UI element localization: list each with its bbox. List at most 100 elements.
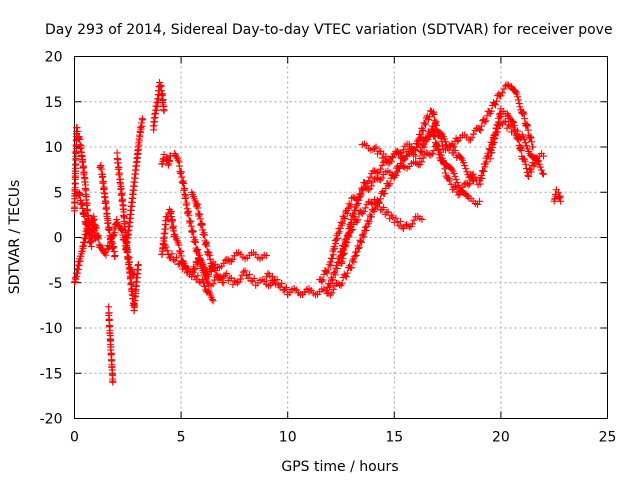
- data-point: [334, 259, 342, 267]
- data-point: [518, 109, 526, 117]
- data-point: [497, 92, 505, 100]
- series-sat-b: [71, 214, 100, 287]
- chart-title: Day 293 of 2014, Sidereal Day-to-day VTE…: [45, 22, 613, 38]
- data-point: [79, 245, 87, 253]
- series-sat-i: [158, 150, 174, 169]
- data-point: [414, 140, 422, 148]
- x-tick-label: 20: [492, 430, 510, 446]
- data-point: [419, 142, 427, 150]
- data-point: [351, 252, 359, 260]
- y-tick-label: 15: [45, 95, 63, 111]
- y-tick-label: 0: [54, 231, 63, 247]
- data-point: [511, 126, 519, 134]
- data-point: [345, 229, 353, 237]
- series-sat-t: [486, 105, 548, 180]
- data-point: [466, 179, 474, 187]
- data-point: [390, 173, 398, 181]
- data-point: [372, 143, 380, 151]
- data-point: [524, 171, 532, 179]
- data-point: [198, 276, 206, 284]
- data-point: [459, 183, 467, 191]
- data-point: [124, 253, 132, 261]
- data-point: [233, 279, 241, 287]
- data-point: [527, 133, 535, 141]
- y-axis-label: SDTVAR / TECUs: [7, 180, 23, 295]
- data-point: [176, 260, 184, 268]
- data-point: [201, 283, 209, 291]
- data-point: [111, 252, 119, 260]
- data-point: [333, 264, 341, 272]
- data-point: [501, 117, 509, 125]
- data-point: [531, 160, 539, 168]
- data-point: [80, 242, 88, 250]
- data-point: [265, 271, 273, 279]
- series-sat-r: [358, 81, 537, 163]
- data-point: [457, 187, 465, 195]
- data-point: [396, 218, 404, 226]
- data-point: [180, 180, 188, 188]
- data-point: [500, 85, 508, 93]
- data-point: [107, 349, 115, 357]
- data-point: [99, 177, 107, 185]
- data-point: [105, 303, 113, 311]
- data-point: [340, 214, 348, 222]
- data-point: [534, 157, 542, 165]
- data-point: [97, 243, 105, 251]
- data-point: [319, 276, 327, 284]
- data-point: [476, 180, 484, 188]
- data-point: [343, 269, 351, 277]
- series-sat-l: [160, 241, 217, 305]
- data-point: [175, 241, 183, 249]
- data-point: [162, 243, 170, 251]
- data-point: [367, 213, 375, 221]
- data-point: [369, 178, 377, 186]
- data-point: [360, 208, 368, 216]
- data-point: [410, 147, 418, 155]
- data-point: [369, 200, 377, 208]
- data-point: [350, 213, 358, 221]
- data-point: [208, 295, 216, 303]
- x-axis: 0 5 10 15 20 25: [70, 56, 616, 446]
- data-point: [399, 225, 407, 233]
- data-point: [356, 193, 364, 201]
- data-point: [262, 252, 270, 260]
- data-point: [378, 161, 386, 169]
- data-point: [375, 199, 383, 207]
- data-point: [206, 255, 214, 263]
- data-point: [416, 155, 424, 163]
- data-point: [395, 222, 403, 230]
- data-point: [342, 273, 350, 281]
- data-point: [540, 152, 548, 160]
- data-point: [364, 217, 372, 225]
- data-point: [449, 142, 457, 150]
- data-point: [328, 254, 336, 262]
- data-point: [468, 134, 476, 142]
- data-point: [519, 109, 527, 117]
- data-point: [522, 160, 530, 168]
- data-point: [166, 206, 174, 214]
- data-point: [478, 122, 486, 130]
- data-point: [100, 183, 108, 191]
- data-point: [511, 87, 519, 95]
- data-point: [476, 197, 484, 205]
- data-point: [217, 273, 225, 281]
- data-point: [120, 214, 128, 222]
- data-point: [209, 297, 217, 305]
- data-point: [434, 142, 442, 150]
- data-point: [376, 195, 384, 203]
- data-point: [163, 247, 171, 255]
- data-point: [181, 184, 189, 192]
- data-point: [111, 229, 119, 237]
- data-point: [84, 205, 92, 213]
- data-point: [439, 157, 447, 165]
- data-point: [182, 194, 190, 202]
- data-point: [105, 309, 113, 317]
- data-point: [224, 256, 232, 264]
- data-point: [345, 200, 353, 208]
- data-point: [482, 117, 490, 125]
- data-point: [367, 182, 375, 190]
- data-point: [508, 128, 516, 136]
- y-axis: -20 -15 -10 -5 0 5 10 15 20: [40, 50, 608, 428]
- y-tick-label: -20: [40, 412, 63, 428]
